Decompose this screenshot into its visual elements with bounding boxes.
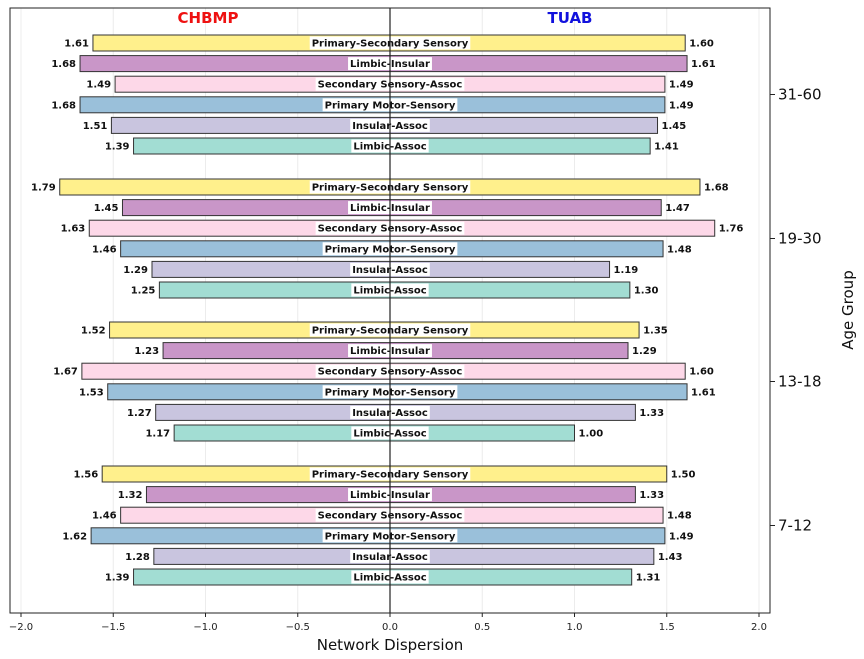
- value-label-chbmp: 1.46: [92, 244, 117, 255]
- value-label-chbmp: 1.27: [127, 408, 152, 419]
- value-label-chbmp: 1.52: [81, 326, 106, 337]
- value-label-tuab: 1.47: [665, 203, 690, 214]
- value-label-chbmp: 1.29: [123, 265, 148, 276]
- x-tick-label: 0.5: [474, 622, 490, 633]
- value-label-tuab: 1.41: [654, 142, 679, 153]
- x-tick-label: 2.0: [751, 622, 767, 633]
- value-label-chbmp: 1.68: [51, 59, 76, 70]
- value-label-chbmp: 1.62: [62, 531, 87, 542]
- axes-layer: −2.0 −1.5 −1.0 −0.5 0.0 0.5 1.0 1.5 2.0 31-60 19-3…: [9, 8, 822, 633]
- value-label-tuab: 1.50: [671, 470, 696, 481]
- value-label-tuab: 1.68: [704, 183, 729, 194]
- value-label-chbmp: 1.45: [94, 203, 119, 214]
- value-label-tuab: 1.31: [636, 573, 661, 584]
- value-label-tuab: 1.33: [639, 490, 664, 501]
- value-label-tuab: 1.33: [639, 408, 664, 419]
- value-label-chbmp: 1.28: [125, 552, 150, 563]
- x-tick-label: 0.0: [382, 622, 398, 633]
- age-group-label: 19-30: [778, 230, 822, 248]
- value-label-tuab: 1.48: [667, 511, 692, 522]
- x-tick-label: −1.5: [101, 622, 125, 633]
- value-label-chbmp: 1.56: [73, 470, 98, 481]
- value-label-chbmp: 1.49: [86, 80, 111, 91]
- value-label-chbmp: 1.61: [64, 39, 89, 50]
- value-label-tuab: 1.76: [719, 224, 744, 235]
- value-label-tuab: 1.49: [669, 531, 694, 542]
- value-label-chbmp: 1.32: [118, 490, 143, 501]
- value-label-chbmp: 1.67: [53, 367, 78, 378]
- bar-chbmp: [79, 55, 391, 73]
- value-label-tuab: 1.29: [632, 346, 657, 357]
- bars-layer: [59, 34, 716, 586]
- value-label-chbmp: 1.23: [134, 346, 159, 357]
- age-group-label: 31-60: [778, 86, 822, 104]
- value-label-tuab: 1.45: [662, 121, 687, 132]
- x-tick-label: −0.5: [286, 622, 310, 633]
- value-label-tuab: 1.19: [614, 265, 639, 276]
- value-label-tuab: 1.48: [667, 244, 692, 255]
- x-axis-title: Network Dispersion: [317, 636, 464, 654]
- value-label-chbmp: 1.68: [51, 100, 76, 111]
- y-axis-title: Age Group: [839, 270, 857, 349]
- left-title: CHBMP: [178, 9, 239, 27]
- value-label-tuab: 1.61: [691, 387, 716, 398]
- value-label-chbmp: 1.46: [92, 511, 117, 522]
- right-title: TUAB: [548, 9, 593, 27]
- value-label-chbmp: 1.63: [61, 224, 86, 235]
- value-label-tuab: 1.49: [669, 100, 694, 111]
- bar-tuab: [389, 55, 688, 73]
- value-label-chbmp: 1.51: [83, 121, 108, 132]
- value-label-chbmp: 1.53: [79, 387, 104, 398]
- value-label-tuab: 1.43: [658, 552, 683, 563]
- value-label-tuab: 1.61: [691, 59, 716, 70]
- x-tick-label: −1.0: [193, 622, 217, 633]
- bar-tuab: [389, 116, 659, 134]
- value-label-tuab: 1.00: [579, 429, 604, 440]
- value-label-tuab: 1.30: [634, 286, 659, 297]
- value-label-chbmp: 1.25: [131, 286, 156, 297]
- x-tick-label: 1.5: [659, 622, 675, 633]
- value-label-tuab: 1.49: [669, 80, 694, 91]
- value-label-chbmp: 1.17: [145, 429, 170, 440]
- bar-tuab: [389, 137, 651, 155]
- value-label-chbmp: 1.79: [31, 183, 56, 194]
- bar-chbmp: [110, 116, 391, 134]
- x-tick-label: −2.0: [9, 622, 33, 633]
- age-group-label: 13-18: [778, 373, 822, 391]
- value-label-chbmp: 1.39: [105, 573, 130, 584]
- value-label-tuab: 1.60: [689, 367, 714, 378]
- value-label-tuab: 1.60: [689, 39, 714, 50]
- age-group-label: 7-12: [778, 517, 812, 535]
- value-label-chbmp: 1.39: [105, 142, 130, 153]
- value-label-tuab: 1.35: [643, 326, 668, 337]
- x-tick-label: 1.0: [567, 622, 583, 633]
